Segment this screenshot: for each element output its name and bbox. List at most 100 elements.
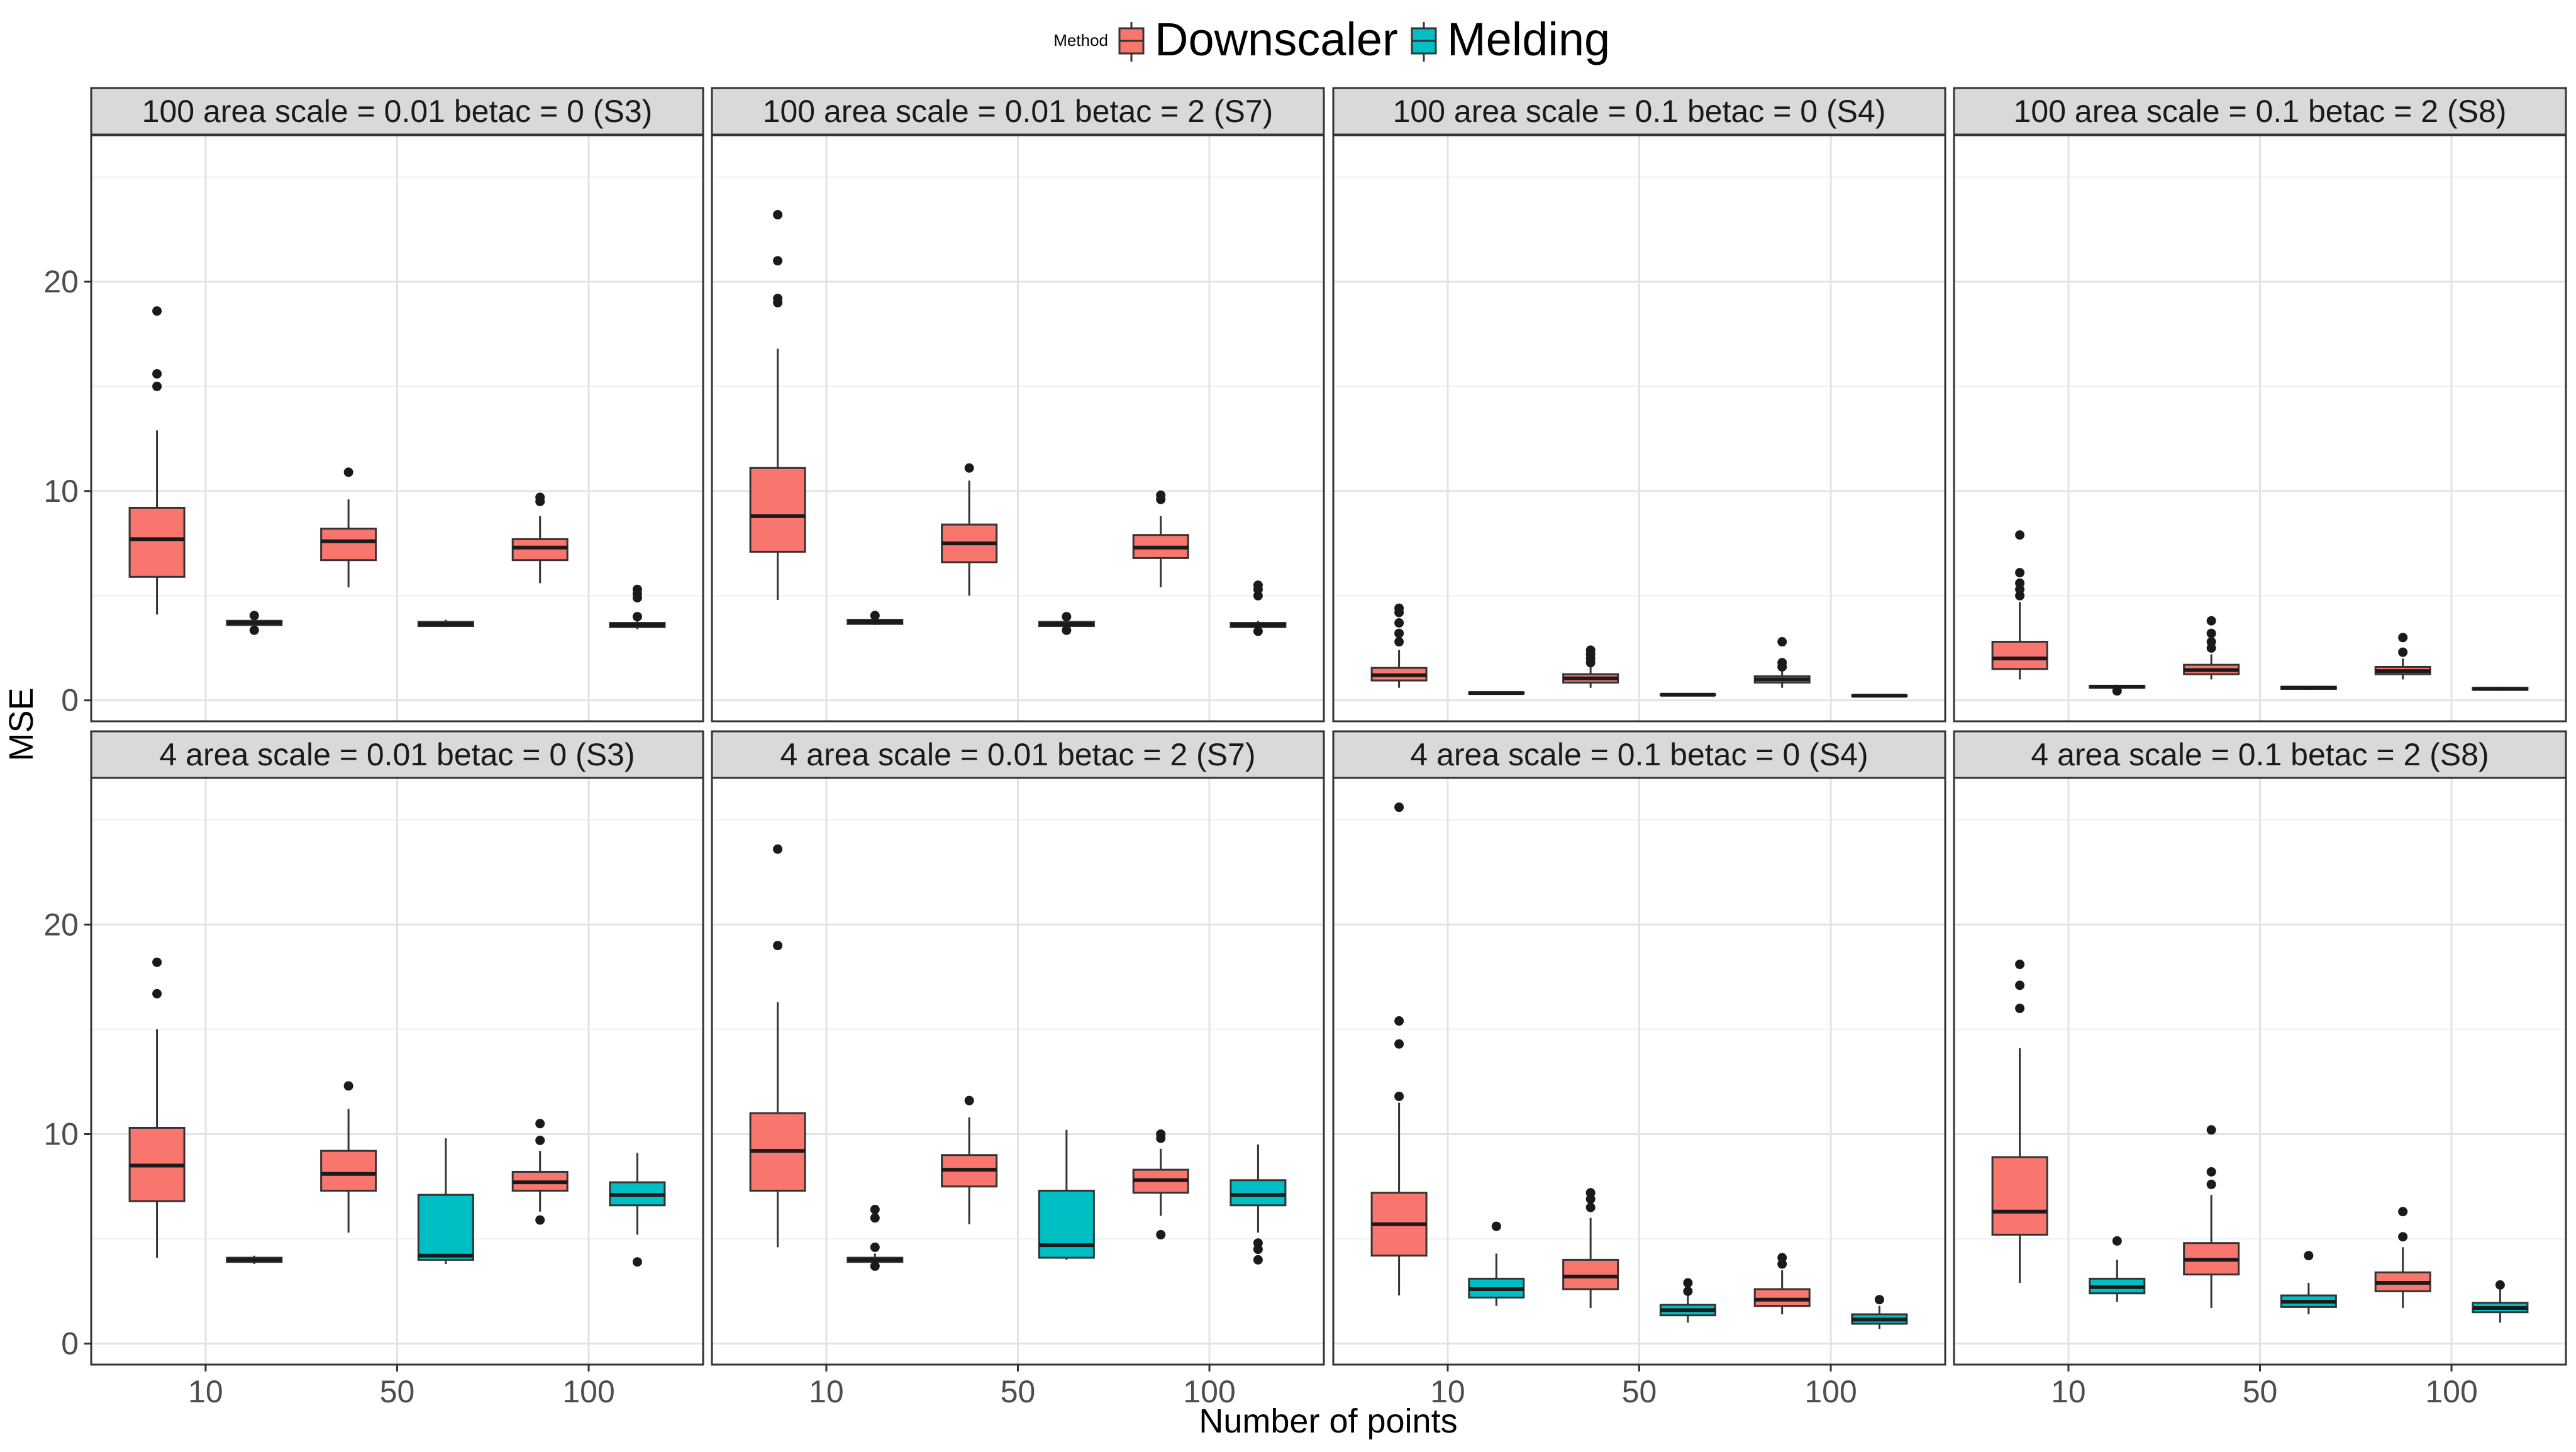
box-downscaler-100 — [511, 1119, 569, 1225]
box-body — [1753, 1288, 1811, 1307]
outlier-point — [1156, 490, 1166, 501]
panel-3: 100 area scale = 0.1 betac = 0 (S4) — [1332, 87, 1946, 723]
outlier-point — [1585, 645, 1596, 655]
panel-title: 4 area scale = 0.01 betac = 2 (S7) — [780, 737, 1255, 772]
panel-border — [1332, 134, 1946, 723]
outlier-point — [773, 209, 783, 219]
outlier-point — [964, 463, 974, 473]
x-tick-label: 50 — [380, 1374, 415, 1409]
box-downscaler-10 — [1991, 960, 2048, 1283]
outlier-point — [1394, 1039, 1404, 1049]
outlier-point — [1874, 1295, 1884, 1305]
box-body — [749, 467, 806, 553]
outlier-point — [343, 1081, 353, 1091]
outlier-point — [2206, 1179, 2216, 1189]
panel-title: 100 area scale = 0.01 betac = 2 (S7) — [763, 94, 1274, 129]
panel-6: 4 area scale = 0.01 betac = 2 (S7) 10 50 10… — [711, 730, 1325, 1409]
box-melding-100 — [1230, 580, 1287, 636]
outlier-point — [343, 467, 353, 477]
box-melding-10 — [1468, 1221, 1525, 1306]
box-downscaler-10 — [749, 209, 806, 600]
panel-1: 100 area scale = 0.01 betac = 0 (S3) 0 10 2… — [43, 87, 704, 723]
box-downscaler-10 — [128, 957, 186, 1258]
box-melding-10 — [2089, 1236, 2146, 1302]
y-tick-label: 0 — [61, 683, 79, 718]
panel-strip — [1332, 87, 1946, 136]
panel-8: 4 area scale = 0.1 betac = 2 (S8) 10 50 100 — [1953, 730, 2567, 1409]
x-tick-label: 100 — [1183, 1374, 1235, 1409]
panel-border — [711, 134, 1325, 723]
box-body — [320, 528, 377, 562]
outlier-point — [1777, 637, 1787, 647]
outlier-point — [1394, 628, 1404, 638]
outlier-point — [773, 844, 783, 854]
panel-border — [1953, 134, 2567, 723]
box-downscaler-100 — [511, 492, 569, 584]
outlier-point — [152, 306, 162, 316]
x-tick-label: 50 — [1001, 1374, 1036, 1409]
panel-2: 100 area scale = 0.01 betac = 2 (S7) — [711, 87, 1325, 723]
outlier-point — [1156, 1129, 1166, 1139]
outlier-point — [1683, 1278, 1693, 1288]
panel-border — [90, 134, 704, 723]
outlier-point — [2206, 616, 2216, 626]
y-tick-label: 10 — [43, 1116, 79, 1151]
box-body — [1230, 1179, 1287, 1207]
legend-item-melding: Melding — [1411, 13, 1610, 65]
panel-title: 100 area scale = 0.01 betac = 0 (S3) — [142, 94, 653, 129]
outlier-point — [249, 611, 259, 621]
box-downscaler-10 — [1991, 530, 2048, 680]
outlier-point — [2015, 568, 2025, 578]
outlier-point — [1253, 1255, 1263, 1265]
outlier-point — [1253, 580, 1263, 590]
box-downscaler-10 — [128, 306, 186, 615]
box-downscaler-10 — [1370, 802, 1428, 1296]
box-melding-50 — [1659, 1278, 1716, 1323]
box-downscaler-50 — [2183, 1125, 2240, 1309]
box-downscaler-10 — [749, 844, 806, 1248]
box-body — [1038, 1189, 1095, 1259]
box-downscaler-100 — [2374, 633, 2431, 680]
box-body — [1562, 1258, 1619, 1290]
outlier-point — [152, 369, 162, 379]
box-downscaler-100 — [2374, 1207, 2431, 1309]
outlier-point — [1394, 603, 1404, 613]
outlier-point — [535, 492, 545, 502]
outlier-point — [1062, 612, 1072, 622]
panel-strip — [711, 730, 1325, 779]
outlier-point — [1156, 1229, 1166, 1239]
outlier-point — [2398, 647, 2408, 657]
box-melding-100 — [2472, 1280, 2529, 1323]
outlier-point — [2015, 530, 2025, 540]
box-downscaler-50 — [941, 463, 998, 596]
box-downscaler-50 — [320, 467, 377, 587]
legend-title: Method — [1053, 31, 1108, 50]
outlier-point — [2206, 637, 2216, 647]
outlier-point — [152, 957, 162, 967]
panel-title: 100 area scale = 0.1 betac = 2 (S8) — [2014, 94, 2507, 129]
box-downscaler-50 — [1562, 1188, 1619, 1309]
outlier-point — [2015, 578, 2025, 588]
box-downscaler-100 — [1753, 1253, 1811, 1315]
outlier-point — [2206, 628, 2216, 638]
outlier-point — [2206, 1167, 2216, 1177]
outlier-point — [1394, 1091, 1404, 1101]
box-body — [320, 1150, 377, 1192]
panel-strip — [1953, 87, 2567, 136]
panel-title: 4 area scale = 0.1 betac = 2 (S8) — [2031, 737, 2489, 772]
x-tick-label: 50 — [1622, 1374, 1657, 1409]
box-melding-50 — [417, 619, 474, 628]
outlier-point — [870, 1204, 880, 1214]
outlier-point — [1062, 625, 1072, 635]
outlier-point — [1394, 1016, 1404, 1026]
panel-title: 4 area scale = 0.01 betac = 0 (S3) — [159, 737, 635, 772]
box-melding-100 — [609, 584, 666, 629]
outlier-point — [870, 1213, 880, 1223]
legend-label-downscaler: Downscaler — [1155, 13, 1398, 65]
outlier-point — [1777, 1253, 1787, 1263]
outlier-point — [2495, 1280, 2505, 1290]
box-downscaler-10 — [1370, 603, 1428, 688]
outlier-point — [870, 611, 880, 621]
outlier-point — [2112, 1236, 2122, 1246]
